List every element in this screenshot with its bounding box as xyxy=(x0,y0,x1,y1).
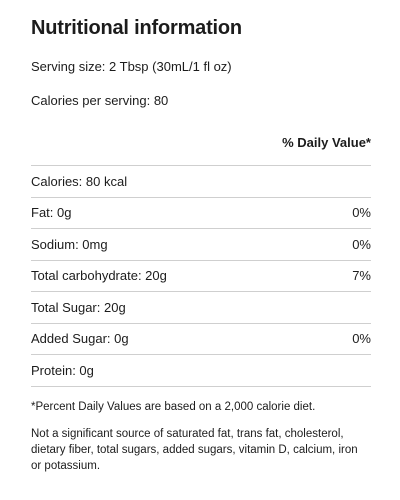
serving-size: Serving size: 2 Tbsp (30mL/1 fl oz) xyxy=(31,59,232,74)
nutrient-label: Added Sugar: 0g xyxy=(31,331,129,347)
nutrient-row-calories: Calories: 80 kcal xyxy=(31,166,371,198)
calories-per-serving: Calories per serving: 80 xyxy=(31,93,169,108)
nutrient-daily-value: 0% xyxy=(352,205,371,221)
nutrition-title: Nutritional information xyxy=(31,17,242,39)
nutrient-row-sodium: Sodium: 0mg 0% xyxy=(31,229,371,261)
nutrient-daily-value: 0% xyxy=(352,236,371,252)
nutrient-row-total-sugar: Total Sugar: 20g xyxy=(31,292,371,324)
nutrient-disclaimer: Not a significant source of saturated fa… xyxy=(31,427,358,472)
daily-value-footnote: *Percent Daily Values are based on a 2,0… xyxy=(31,400,316,413)
daily-value-header: % Daily Value* xyxy=(31,134,371,166)
nutrient-label: Protein: 0g xyxy=(31,362,94,378)
nutrient-label: Sodium: 0mg xyxy=(31,236,108,252)
nutrition-panel: Nutritional information Serving size: 2 … xyxy=(31,14,371,474)
nutrient-row-carbohydrate: Total carbohydrate: 20g 7% xyxy=(31,261,371,292)
nutrient-table: Calories: 80 kcal Fat: 0g 0% Sodium: 0mg… xyxy=(31,166,371,387)
nutrient-label: Total Sugar: 20g xyxy=(31,299,126,315)
nutrient-label: Fat: 0g xyxy=(31,205,72,221)
nutrient-label: Calories: 80 kcal xyxy=(31,173,128,189)
nutrient-row-added-sugar: Added Sugar: 0g 0% xyxy=(31,324,371,355)
nutrient-daily-value: 0% xyxy=(352,331,371,347)
nutrient-daily-value: 7% xyxy=(352,268,371,284)
nutrient-row-fat: Fat: 0g 0% xyxy=(31,198,371,229)
nutrient-row-protein: Protein: 0g xyxy=(31,355,371,387)
nutrient-label: Total carbohydrate: 20g xyxy=(31,268,167,284)
